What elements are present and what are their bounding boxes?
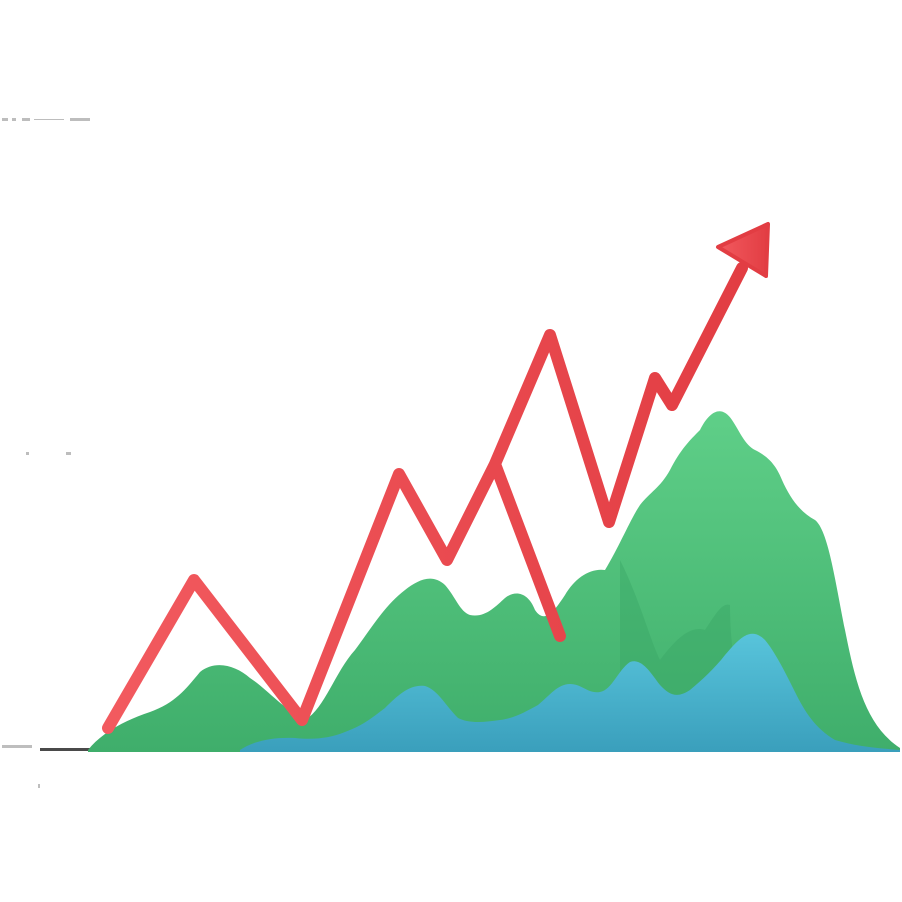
blue-mountain-area <box>240 633 900 752</box>
axis-ticks <box>2 118 90 788</box>
green-mountain-area <box>88 411 900 752</box>
upward-trend-arrow-icon <box>716 222 770 278</box>
upward-trend-line <box>102 262 748 734</box>
